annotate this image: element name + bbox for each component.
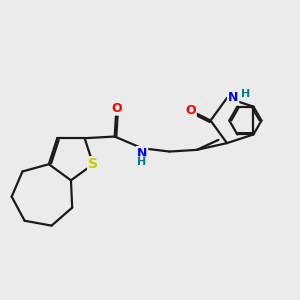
Text: O: O (111, 102, 122, 115)
Text: S: S (88, 157, 98, 171)
Text: N: N (228, 92, 238, 104)
Text: N: N (137, 147, 147, 160)
Text: H: H (137, 157, 147, 167)
Text: H: H (241, 89, 250, 100)
Text: O: O (185, 104, 196, 117)
